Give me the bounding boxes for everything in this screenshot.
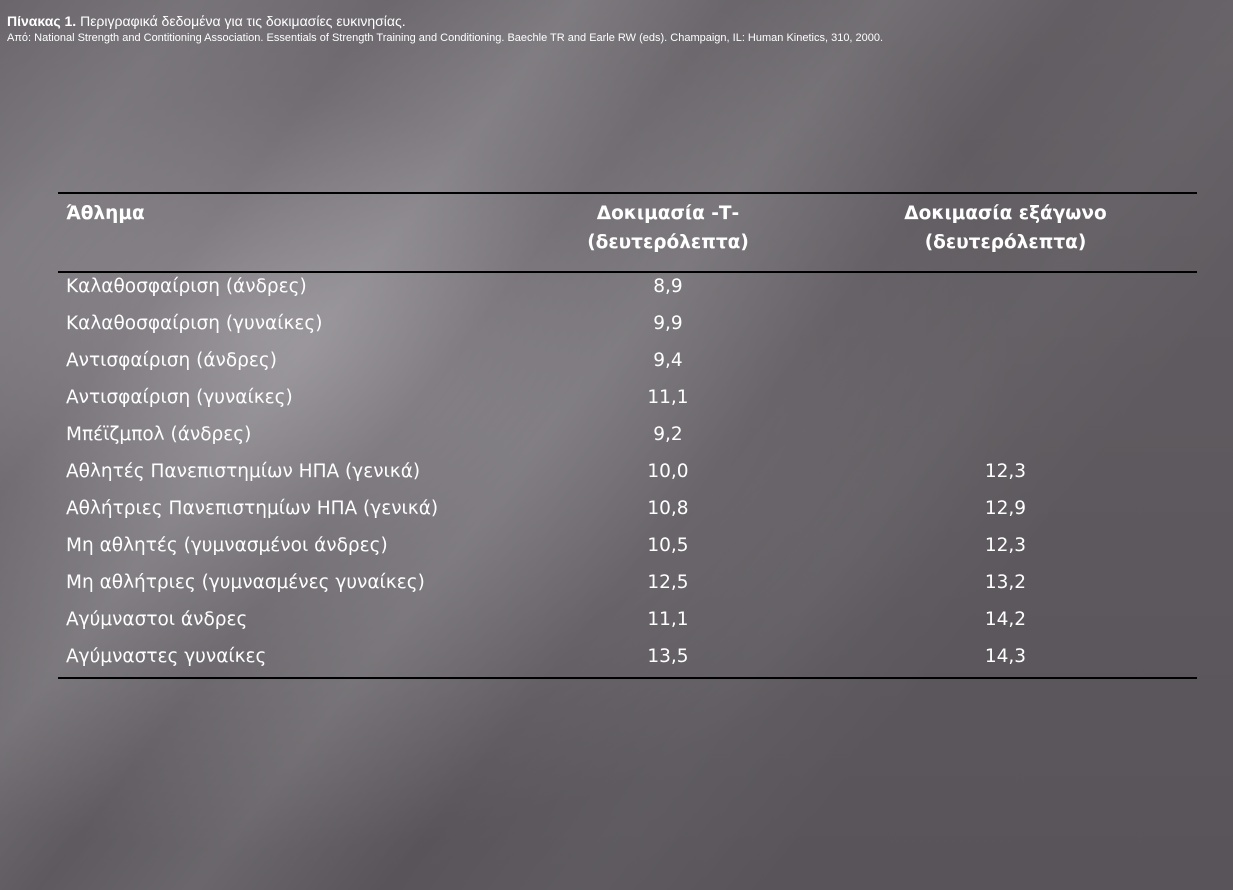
hexagon-test-cell bbox=[814, 272, 1197, 305]
hexagon-test-cell bbox=[814, 416, 1197, 453]
hexagon-test-cell: 12,3 bbox=[984, 461, 1027, 482]
table-row: Αγύμναστες γυναίκες 13,5 14,3 bbox=[58, 638, 1197, 679]
header-t-test-line1: Δοκιμασία -Τ- bbox=[596, 203, 740, 224]
table-row: Αγύμναστοι άνδρες 11,1 14,2 bbox=[58, 601, 1197, 638]
t-test-cell: 8,9 bbox=[653, 276, 683, 297]
table-caption: Πίνακας 1. Περιγραφικά δεδομένα για τις … bbox=[7, 12, 1087, 46]
t-test-cell: 13,5 bbox=[522, 638, 814, 679]
table-row: Αθλητές Πανεπιστημίων ΗΠΑ (γενικά) 10,0 … bbox=[58, 453, 1197, 490]
sport-cell: Καλαθοσφαίριση (γυναίκες) bbox=[66, 313, 323, 334]
agility-tests-table: Άθλημα Δοκιμασία -Τ- (δευτερόλεπτα) Δοκιμ… bbox=[58, 192, 1197, 679]
header-t-test: Δοκιμασία -Τ- (δευτερόλεπτα) bbox=[522, 192, 814, 273]
sport-cell: Αθλητές Πανεπιστημίων ΗΠΑ (γενικά) bbox=[66, 461, 421, 482]
hexagon-test-cell: 12,9 bbox=[984, 498, 1027, 519]
sport-cell: Αντισφαίριση (γυναίκες) bbox=[66, 387, 293, 408]
table-row: Αντισφαίριση (άνδρες) 9,4 bbox=[58, 342, 1197, 379]
table-body: Καλαθοσφαίριση (άνδρες) 8,9 Καλαθοσφαίρι… bbox=[58, 272, 1197, 679]
sport-cell: Καλαθοσφαίριση (άνδρες) bbox=[66, 276, 307, 297]
sport-cell: Αγύμναστες γυναίκες bbox=[58, 638, 522, 679]
sport-cell: Αθλήτριες Πανεπιστημίων ΗΠΑ (γενικά) bbox=[66, 498, 439, 519]
hexagon-test-cell bbox=[814, 342, 1197, 379]
header-sport-label: Άθλημα bbox=[66, 203, 145, 224]
hexagon-test-cell: 14,2 bbox=[984, 609, 1027, 630]
table-row: Αθλήτριες Πανεπιστημίων ΗΠΑ (γενικά) 10,… bbox=[58, 490, 1197, 527]
t-test-cell: 12,5 bbox=[647, 572, 689, 593]
header-hexagon-test-line1: Δοκιμασία εξάγωνο bbox=[904, 203, 1107, 224]
sport-cell: Αγύμναστοι άνδρες bbox=[66, 609, 248, 630]
table-row: Καλαθοσφαίριση (άνδρες) 8,9 bbox=[58, 272, 1197, 305]
agility-table-container: Άθλημα Δοκιμασία -Τ- (δευτερόλεπτα) Δοκιμ… bbox=[58, 192, 1197, 679]
table-row: Μπέϊζμπολ (άνδρες) 9,2 bbox=[58, 416, 1197, 453]
header-hexagon-test-line2: (δευτερόλεπτα) bbox=[924, 232, 1087, 253]
sport-cell: Αντισφαίριση (άνδρες) bbox=[66, 350, 277, 371]
hexagon-test-cell bbox=[814, 305, 1197, 342]
caption-source: Από: National Strength and Contitioning … bbox=[7, 32, 884, 44]
t-test-cell: 9,4 bbox=[653, 350, 683, 371]
header-t-test-line2: (δευτερόλεπτα) bbox=[587, 232, 749, 253]
caption-title: Περιγραφικά δεδομένα για τις δοκιμασίες … bbox=[76, 13, 406, 29]
caption-label: Πίνακας 1. bbox=[7, 13, 77, 29]
sport-cell: Μη αθλήτριες (γυμνασμένες γυναίκες) bbox=[66, 572, 425, 593]
sport-cell: Μπέϊζμπολ (άνδρες) bbox=[66, 424, 252, 445]
hexagon-test-cell bbox=[814, 379, 1197, 416]
hexagon-test-cell: 14,3 bbox=[814, 638, 1197, 679]
t-test-cell: 10,8 bbox=[647, 498, 689, 519]
header-sport: Άθλημα bbox=[58, 192, 522, 273]
t-test-cell: 10,5 bbox=[647, 535, 689, 556]
hexagon-test-cell: 13,2 bbox=[984, 572, 1027, 593]
table-row: Αντισφαίριση (γυναίκες) 11,1 bbox=[58, 379, 1197, 416]
header-row: Άθλημα Δοκιμασία -Τ- (δευτερόλεπτα) Δοκιμ… bbox=[58, 192, 1197, 273]
t-test-cell: 9,2 bbox=[653, 424, 683, 445]
caption-title-line: Πίνακας 1. Περιγραφικά δεδομένα για τις … bbox=[7, 12, 1087, 30]
t-test-cell: 11,1 bbox=[647, 609, 689, 630]
t-test-cell: 9,9 bbox=[653, 313, 683, 334]
sport-cell: Μη αθλητές (γυμνασμένοι άνδρες) bbox=[66, 535, 388, 556]
t-test-cell: 11,1 bbox=[647, 387, 689, 408]
table-row: Μη αθλητές (γυμνασμένοι άνδρες) 10,5 12,… bbox=[58, 527, 1197, 564]
hexagon-test-cell: 12,3 bbox=[984, 535, 1027, 556]
table-header: Άθλημα Δοκιμασία -Τ- (δευτερόλεπτα) Δοκιμ… bbox=[58, 192, 1197, 273]
table-row: Καλαθοσφαίριση (γυναίκες) 9,9 bbox=[58, 305, 1197, 342]
t-test-cell: 10,0 bbox=[647, 461, 689, 482]
header-hexagon-test: Δοκιμασία εξάγωνο (δευτερόλεπτα) bbox=[814, 192, 1197, 273]
table-row: Μη αθλήτριες (γυμνασμένες γυναίκες) 12,5… bbox=[58, 564, 1197, 601]
